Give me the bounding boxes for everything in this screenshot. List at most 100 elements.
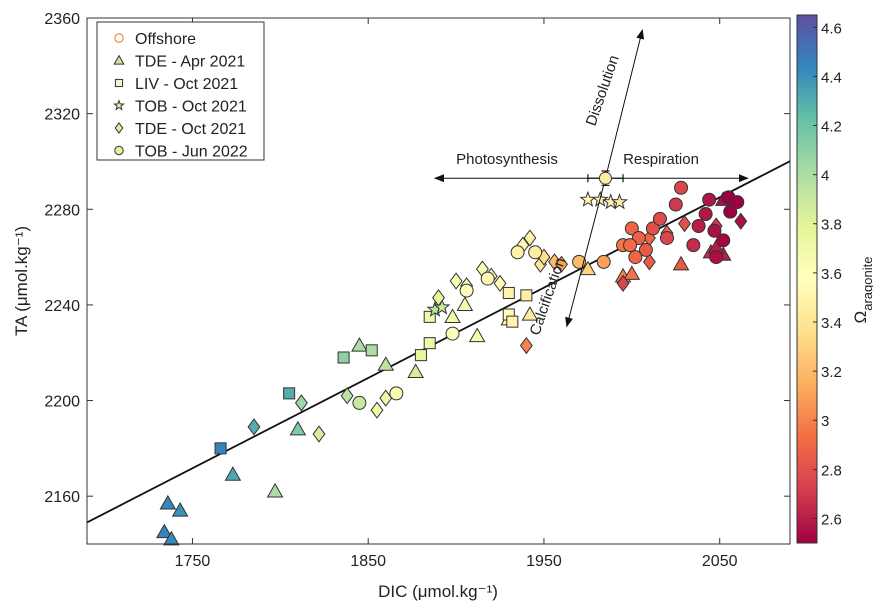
data-point <box>370 401 384 419</box>
y-axis-ticks: 2160 2200 2240 2280 2320 2360 <box>44 11 790 506</box>
data-point <box>445 326 460 341</box>
data-point <box>623 265 641 280</box>
colorbar-ticks: 2.6 2.8 3 3.2 3.4 3.6 3.8 4 4.2 4.4 4.6 <box>813 20 842 528</box>
data-point <box>698 207 713 222</box>
data-point <box>506 315 519 328</box>
data-point <box>163 530 180 546</box>
data-point <box>707 223 722 238</box>
x-axis-ticks: 1750 1850 1950 2050 <box>175 18 738 570</box>
data-point <box>493 274 507 293</box>
data-point <box>555 255 568 273</box>
legend-entry-label: TOB - Jun 2022 <box>135 144 248 161</box>
colorbar-tick-label: 3.8 <box>821 217 842 234</box>
data-point <box>377 356 395 371</box>
regression-line <box>86 160 791 524</box>
colorbar-label-omega: Ω <box>851 311 870 324</box>
colorbar-tick-label: 3 <box>821 413 829 430</box>
data-point <box>611 193 629 210</box>
data-point <box>480 271 495 286</box>
data-point <box>444 308 461 323</box>
colorbar-tick-label: 4.6 <box>821 20 842 37</box>
legend: Offshore TDE - Apr 2021 LIV - Oct 2021 TOB … <box>96 21 265 161</box>
colorbar-tick-label: 4 <box>821 168 829 185</box>
data-point <box>340 387 354 405</box>
x-tick-label: 1750 <box>175 553 211 570</box>
data-point <box>159 494 177 510</box>
data-point <box>449 272 463 290</box>
legend-entry-label: TDE - Oct 2021 <box>135 121 246 138</box>
legend-marker-diamond <box>114 122 124 134</box>
colorbar-tick-label: 3.6 <box>821 266 842 283</box>
colorbar-label-sub: aragonite <box>860 257 873 311</box>
data-point <box>433 298 451 315</box>
data-point <box>652 211 667 226</box>
data-point <box>686 238 701 253</box>
colorbar-gradient <box>796 14 818 544</box>
data-point <box>468 327 486 343</box>
fit-line-group <box>86 160 791 524</box>
data-point <box>623 238 638 253</box>
dissolution-arrow <box>604 28 645 179</box>
data-point <box>266 482 284 498</box>
data-point <box>668 197 683 212</box>
data-point <box>312 425 326 443</box>
colorbar-tick-label: 3.4 <box>821 315 842 332</box>
data-point <box>337 351 350 364</box>
data-point <box>678 214 692 233</box>
y-tick-label: 2360 <box>44 11 80 28</box>
data-point <box>171 502 189 517</box>
colorbar-tick-label: 2.8 <box>821 462 842 479</box>
data-point <box>579 260 597 276</box>
data-point <box>456 296 474 312</box>
data-point <box>672 255 690 271</box>
data-point <box>528 245 543 260</box>
x-axis-label: DIC (μmol.kg⁻¹) <box>378 582 498 601</box>
data-point <box>247 418 261 436</box>
colorbar-tick-label: 4.4 <box>821 69 842 86</box>
y-tick-label: 2280 <box>44 202 80 219</box>
x-tick-label: 2050 <box>702 553 738 570</box>
colorbar-tick-label: 3.2 <box>821 364 842 381</box>
data-point <box>691 219 706 234</box>
legend-marker-triangle <box>113 54 125 65</box>
y-tick-label: 2200 <box>44 394 80 411</box>
data-point <box>616 274 630 293</box>
data-point <box>365 344 378 357</box>
legend-marker-circle <box>114 145 124 156</box>
colorbar-tick-label: 4.2 <box>821 119 842 136</box>
data-point <box>502 286 515 299</box>
data-point <box>519 336 533 355</box>
data-point <box>734 212 748 230</box>
data-point <box>224 466 242 481</box>
data-point <box>638 242 653 257</box>
respiration-label: Respiration <box>623 151 699 168</box>
data-point <box>521 305 539 321</box>
legend-entry-label: TDE - Apr 2021 <box>135 54 245 71</box>
y-tick-label: 2320 <box>44 107 80 124</box>
data-point <box>596 254 611 269</box>
y-tick-label: 2160 <box>44 489 80 506</box>
svg-text:Ωaragonite: Ωaragonite <box>851 257 873 324</box>
y-axis-label: TA (μmol.kg⁻¹) <box>12 226 31 336</box>
data-point <box>674 180 689 195</box>
x-tick-label: 1950 <box>526 553 562 570</box>
data-point <box>645 221 660 236</box>
data-point <box>352 395 367 410</box>
data-point <box>624 221 639 236</box>
data-point <box>709 250 724 265</box>
data-point <box>459 283 474 298</box>
data-point <box>423 337 436 350</box>
data-point <box>510 245 525 260</box>
colorbar-tick-label: 2.6 <box>821 511 842 528</box>
series-triangle <box>155 191 732 546</box>
data-point <box>628 250 643 265</box>
data-points <box>155 180 748 546</box>
photosynthesis-label: Photosynthesis <box>456 151 558 168</box>
data-point <box>432 289 445 307</box>
series-square <box>214 286 533 455</box>
data-point <box>642 253 656 271</box>
data-point <box>423 310 436 323</box>
data-point <box>289 420 307 436</box>
data-point <box>214 442 227 455</box>
